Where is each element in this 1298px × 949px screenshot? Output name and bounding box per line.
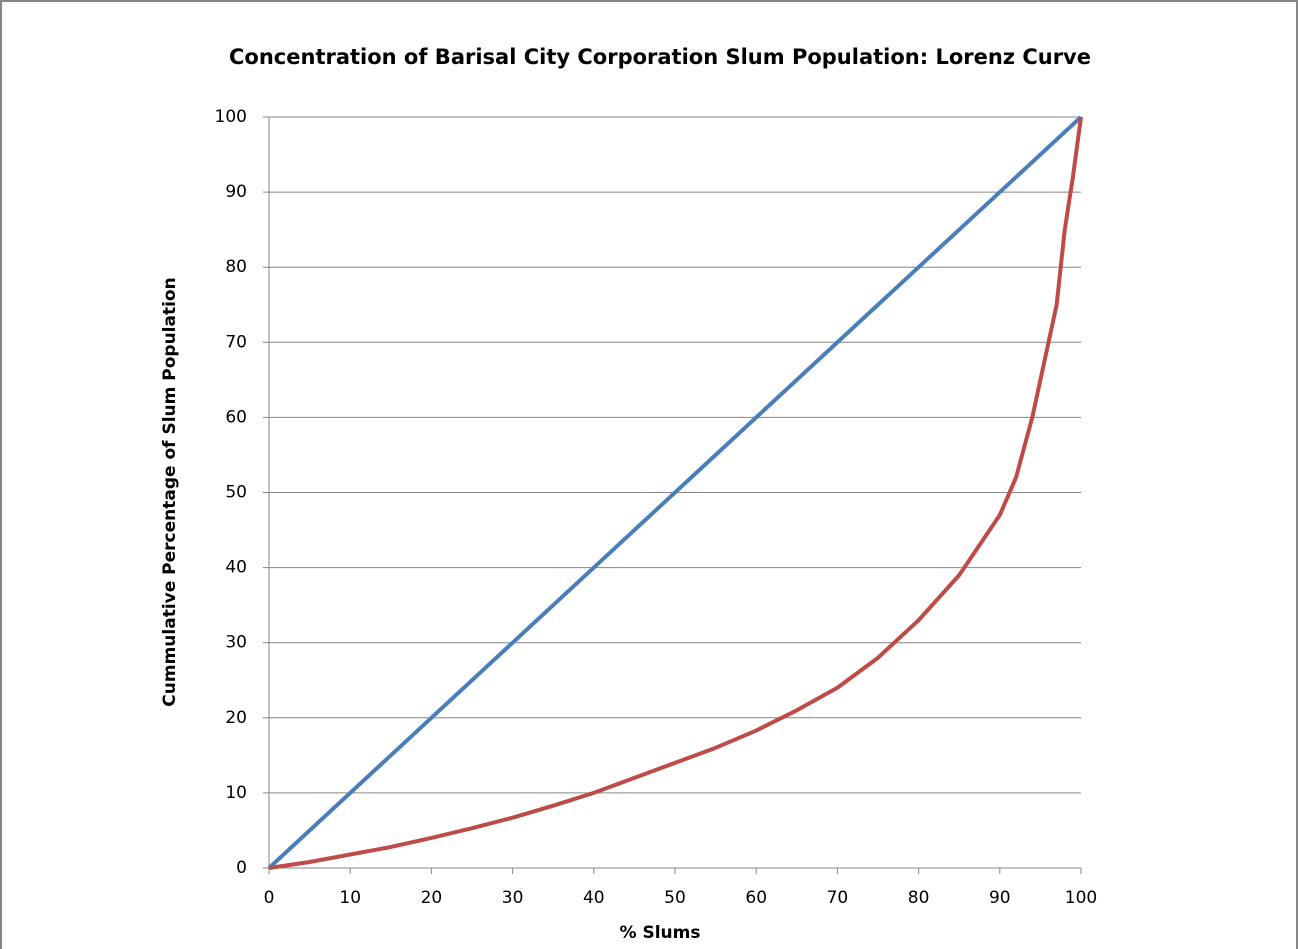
x-tick-label: 70 bbox=[827, 888, 849, 908]
y-tick-label: 20 bbox=[225, 708, 247, 728]
y-tick-label: 30 bbox=[225, 633, 247, 653]
x-tick-label: 50 bbox=[664, 888, 686, 908]
series-line bbox=[268, 116, 1083, 870]
series-line bbox=[267, 115, 1083, 870]
x-tick-label: 10 bbox=[339, 888, 361, 908]
y-tick-label: 10 bbox=[225, 783, 247, 803]
y-tick-label: 70 bbox=[225, 332, 247, 352]
y-axis-title: Cummulative Percentage of Slum Populatio… bbox=[160, 277, 180, 706]
x-tick-label: 30 bbox=[502, 888, 524, 908]
y-tick-label: 50 bbox=[225, 483, 247, 503]
x-tick-label: 100 bbox=[1065, 888, 1097, 908]
x-tick-label: 60 bbox=[745, 888, 767, 908]
chart-title: Concentration of Barisal City Corporatio… bbox=[229, 45, 1091, 69]
x-tick-label: 80 bbox=[908, 888, 930, 908]
y-tick-label: 60 bbox=[225, 407, 247, 427]
x-axis-title: % Slums bbox=[620, 923, 701, 943]
x-tick-label: 0 bbox=[264, 888, 275, 908]
y-tick-label: 40 bbox=[225, 558, 247, 578]
y-tick-label: 100 bbox=[215, 107, 247, 127]
y-tick-label: 90 bbox=[225, 182, 247, 202]
x-tick-label: 90 bbox=[989, 888, 1011, 908]
x-tick-label: 40 bbox=[583, 888, 605, 908]
x-tick-label: 20 bbox=[421, 888, 443, 908]
y-tick-label: 0 bbox=[236, 858, 247, 878]
y-tick-label: 80 bbox=[225, 257, 247, 277]
